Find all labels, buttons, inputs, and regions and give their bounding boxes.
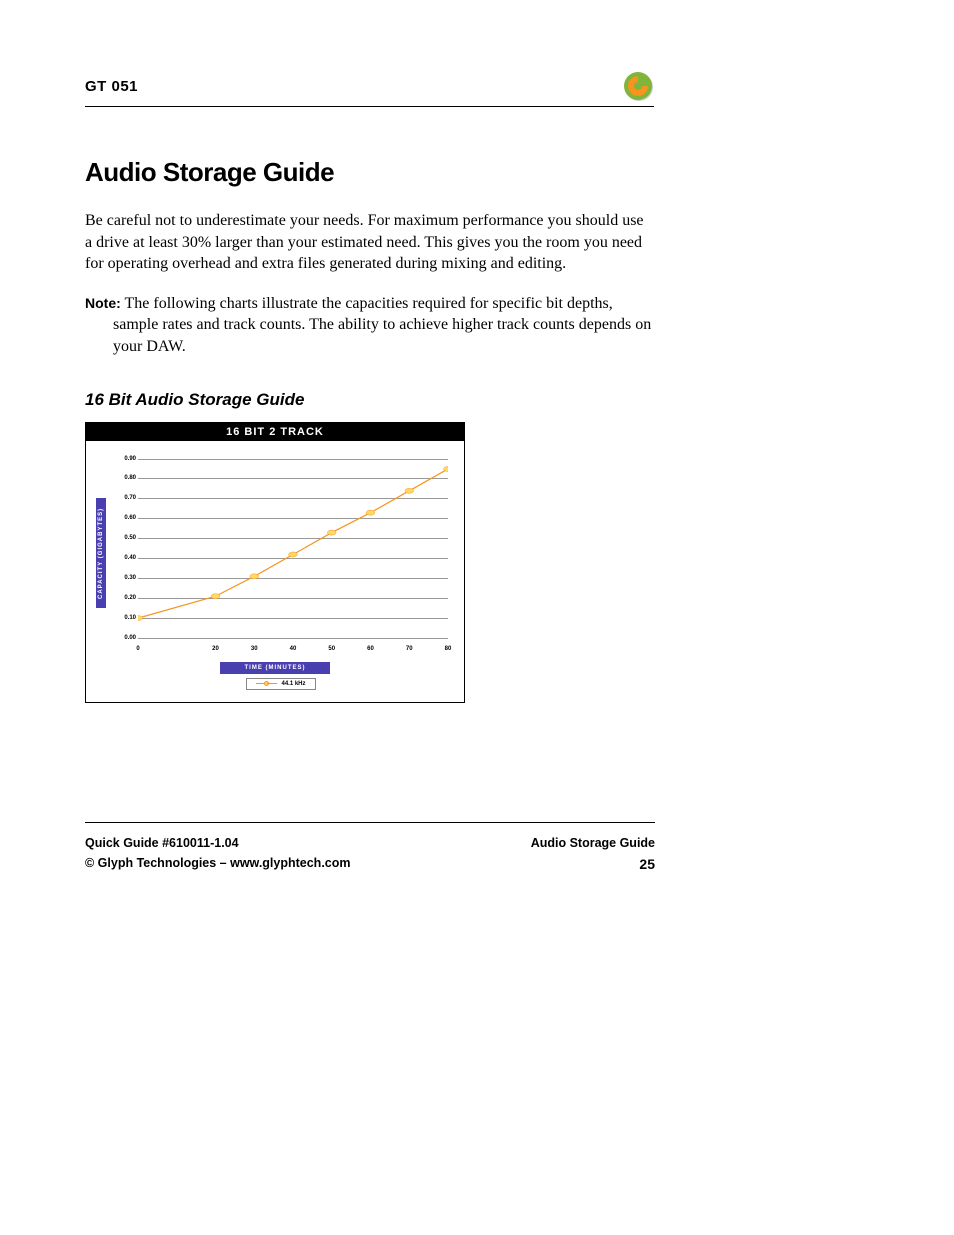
chart-container: 16 BIT 2 TRACK CAPACITY (GIGABYTES) 0.00… — [85, 422, 465, 703]
plot-area: 0.00 0.10 0.20 0.30 0.40 0.50 0.60 0.70 0.80 0.90… — [110, 451, 454, 656]
header-label: GT 051 — [85, 78, 138, 95]
intro-paragraph: Be careful not to underestimate your nee… — [85, 210, 654, 275]
x-tick-label: 30 — [251, 646, 258, 652]
x-tick-label: 0 — [136, 646, 139, 652]
y-tick-label: 0.60 — [112, 515, 136, 521]
note-block: Note: The following charts illustrate th… — [85, 293, 654, 358]
gridline — [138, 638, 448, 639]
chart-legend: 44.1 kHz — [246, 678, 316, 690]
y-tick-label: 0.20 — [112, 595, 136, 601]
y-tick-label: 0.40 — [112, 555, 136, 561]
y-tick-label: 0.00 — [112, 635, 136, 641]
y-tick-label: 0.30 — [112, 575, 136, 581]
chart-series — [138, 459, 448, 638]
x-tick-label: 80 — [445, 646, 452, 652]
footer-copyright: © Glyph Technologies – www.glyphtech.com — [85, 853, 351, 873]
y-tick-label: 0.90 — [112, 456, 136, 462]
footer-guide-id: Quick Guide #610011-1.04 — [85, 833, 351, 853]
brand-logo-icon — [622, 70, 654, 102]
note-label: Note: — [85, 295, 121, 311]
x-tick-label: 70 — [406, 646, 413, 652]
x-axis-label: TIME (MINUTES) — [220, 662, 330, 674]
page-number: 25 — [531, 853, 655, 875]
x-tick-label: 60 — [367, 646, 374, 652]
y-tick-label: 0.50 — [112, 535, 136, 541]
y-tick-label: 0.80 — [112, 475, 136, 481]
page-title: Audio Storage Guide — [85, 157, 654, 188]
section-subtitle: 16 Bit Audio Storage Guide — [85, 390, 654, 410]
y-axis-label: CAPACITY (GIGABYTES) — [96, 498, 106, 608]
chart-body: CAPACITY (GIGABYTES) 0.00 0.10 0.20 0.30 0.4… — [86, 441, 464, 702]
footer-left: Quick Guide #610011-1.04 © Glyph Technol… — [85, 833, 351, 875]
legend-label: 44.1 kHz — [281, 681, 305, 687]
x-tick-label: 20 — [212, 646, 219, 652]
note-text: The following charts illustrate the capa… — [113, 295, 651, 355]
page-footer: Quick Guide #610011-1.04 © Glyph Technol… — [85, 822, 655, 875]
page-header: GT 051 — [85, 70, 654, 107]
legend-marker-icon — [256, 681, 277, 686]
chart-title: 16 BIT 2 TRACK — [86, 423, 464, 441]
footer-section-name: Audio Storage Guide — [531, 833, 655, 853]
y-tick-label: 0.70 — [112, 495, 136, 501]
x-tick-label: 50 — [328, 646, 335, 652]
footer-right: Audio Storage Guide 25 — [531, 833, 655, 875]
y-tick-label: 0.10 — [112, 615, 136, 621]
x-tick-label: 40 — [290, 646, 297, 652]
